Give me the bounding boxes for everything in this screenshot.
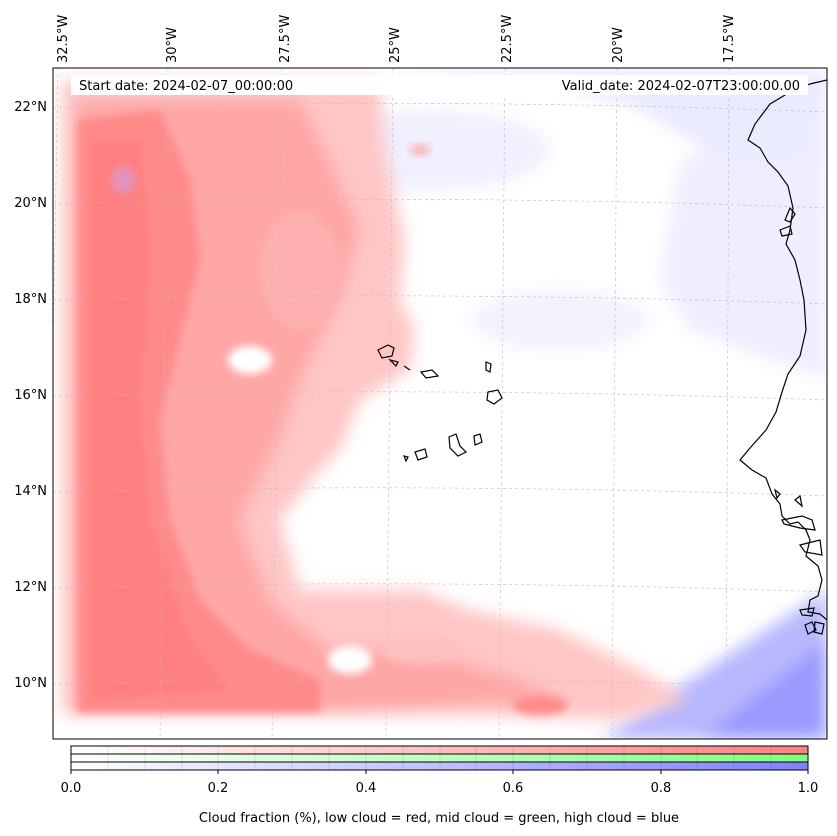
- island: [448, 433, 468, 457]
- lat-label: 14°N: [14, 484, 47, 499]
- lat-label: 16°N: [14, 388, 47, 403]
- lon-label: 27.5°W: [278, 15, 293, 63]
- island: [403, 365, 411, 371]
- colorbar-tick-label: 0.4: [356, 781, 377, 796]
- lon-label: 17.5°W: [722, 15, 737, 63]
- colorbar-mid-strip: [71, 754, 808, 762]
- header-background: [71, 75, 808, 95]
- island: [403, 455, 409, 463]
- lon-label: 32.5°W: [56, 15, 71, 63]
- coastlines: [377, 79, 827, 635]
- island: [388, 358, 399, 368]
- lon-label: 22.5°W: [500, 15, 515, 63]
- map-panel: Start date: 2024-02-07_00:00:00 Valid_da…: [52, 67, 828, 740]
- colorbar-tick-label: 0.6: [503, 781, 524, 796]
- colorbar-tick-label: 0.8: [651, 781, 672, 796]
- lon-label: 25°W: [388, 27, 403, 63]
- colorbar-high-strip: [71, 762, 808, 770]
- colorbar-tick-label: 1.0: [798, 781, 819, 796]
- island: [377, 344, 395, 359]
- lat-label: 18°N: [14, 292, 47, 307]
- longitude-labels: 32.5°W 30°W 27.5°W 25°W 22.5°W 20°W 17.5…: [56, 15, 737, 63]
- africa-coastline: [739, 79, 827, 621]
- low-cloud-field: [62, 80, 690, 720]
- lat-label: 10°N: [14, 676, 47, 691]
- colorbar-tick-label: 0.2: [208, 781, 229, 796]
- colorbar-tick-label: 0.0: [61, 781, 82, 796]
- colorbar-low-strip: [71, 746, 808, 754]
- lon-label: 30°W: [165, 27, 180, 63]
- island: [485, 361, 492, 373]
- island: [473, 433, 483, 446]
- valid-date-text: Valid_date: 2024-02-07T23:00:00.00: [562, 79, 800, 94]
- latitude-labels: 22°N 20°N 18°N 16°N 14°N 12°N 10°N: [14, 100, 47, 691]
- graticule: [53, 68, 827, 739]
- colorbar: 0.0 0.2 0.4 0.6 0.8 1.0 Cloud fraction (…: [61, 745, 819, 826]
- lat-label: 12°N: [14, 580, 47, 595]
- lon-label: 20°W: [611, 27, 626, 63]
- island: [419, 369, 440, 379]
- colorbar-label: Cloud fraction (%), low cloud = red, mid…: [199, 811, 679, 826]
- island: [414, 448, 428, 461]
- lat-label: 20°N: [14, 196, 47, 211]
- island: [486, 389, 503, 405]
- lat-label: 22°N: [14, 100, 47, 115]
- start-date-text: Start date: 2024-02-07_00:00:00: [79, 79, 293, 94]
